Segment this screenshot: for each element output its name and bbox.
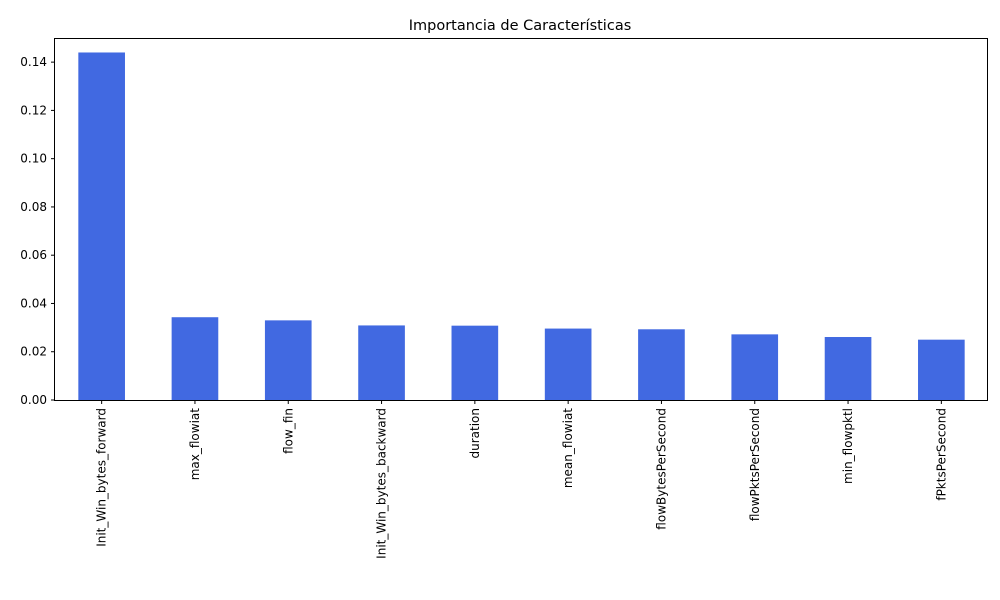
x-tick-label: min_flowpktl [841,408,855,484]
bar-max_flowiat [171,317,219,400]
y-tick-label: 0.14 [20,55,47,69]
bar-Init_Win_bytes_backward [358,325,405,400]
y-tick-label: 0.06 [20,248,47,262]
x-tick-label: flowBytesPerSecond [654,408,668,530]
y-tick-label: 0.04 [20,296,47,310]
y-tick-label: 0.02 [20,345,47,359]
bar-min_flowpktl [824,337,872,400]
y-tick-label: 0.12 [20,103,47,117]
x-tick-label: flowPktsPerSecond [748,408,762,521]
y-tick-label: 0.00 [20,393,47,407]
bar-duration [451,325,499,400]
x-tick-label: mean_flowiat [561,408,575,488]
bar-mean_flowiat [544,328,592,400]
bar-flowBytesPerSecond [638,329,685,400]
bars-layer [78,52,965,400]
y-tick-label: 0.08 [20,200,47,214]
x-axis: Init_Win_bytes_forward max_flowiat flow_fi… [95,400,948,559]
bar-Init_Win_bytes_forward [78,52,125,400]
plot-frame [54,38,988,401]
chart-title: Importancia de Características [409,18,632,34]
x-tick-label: Init_Win_bytes_forward [95,408,109,547]
x-tick-label: max_flowiat [188,408,202,481]
x-tick-label: flow_fin [281,408,295,454]
x-tick-label: fPktsPerSecond [934,408,948,501]
bar-flow_fin [264,320,312,400]
x-tick-label: duration [468,408,482,459]
y-axis: 0.00 0.02 0.04 0.06 0.08 0.10 0.12 0.14 [20,55,55,407]
bar-fPktsPerSecond [918,339,965,400]
bar-flowPktsPerSecond [731,334,779,400]
x-tick-label: Init_Win_bytes_backward [375,408,389,559]
y-tick-label: 0.10 [20,152,47,166]
